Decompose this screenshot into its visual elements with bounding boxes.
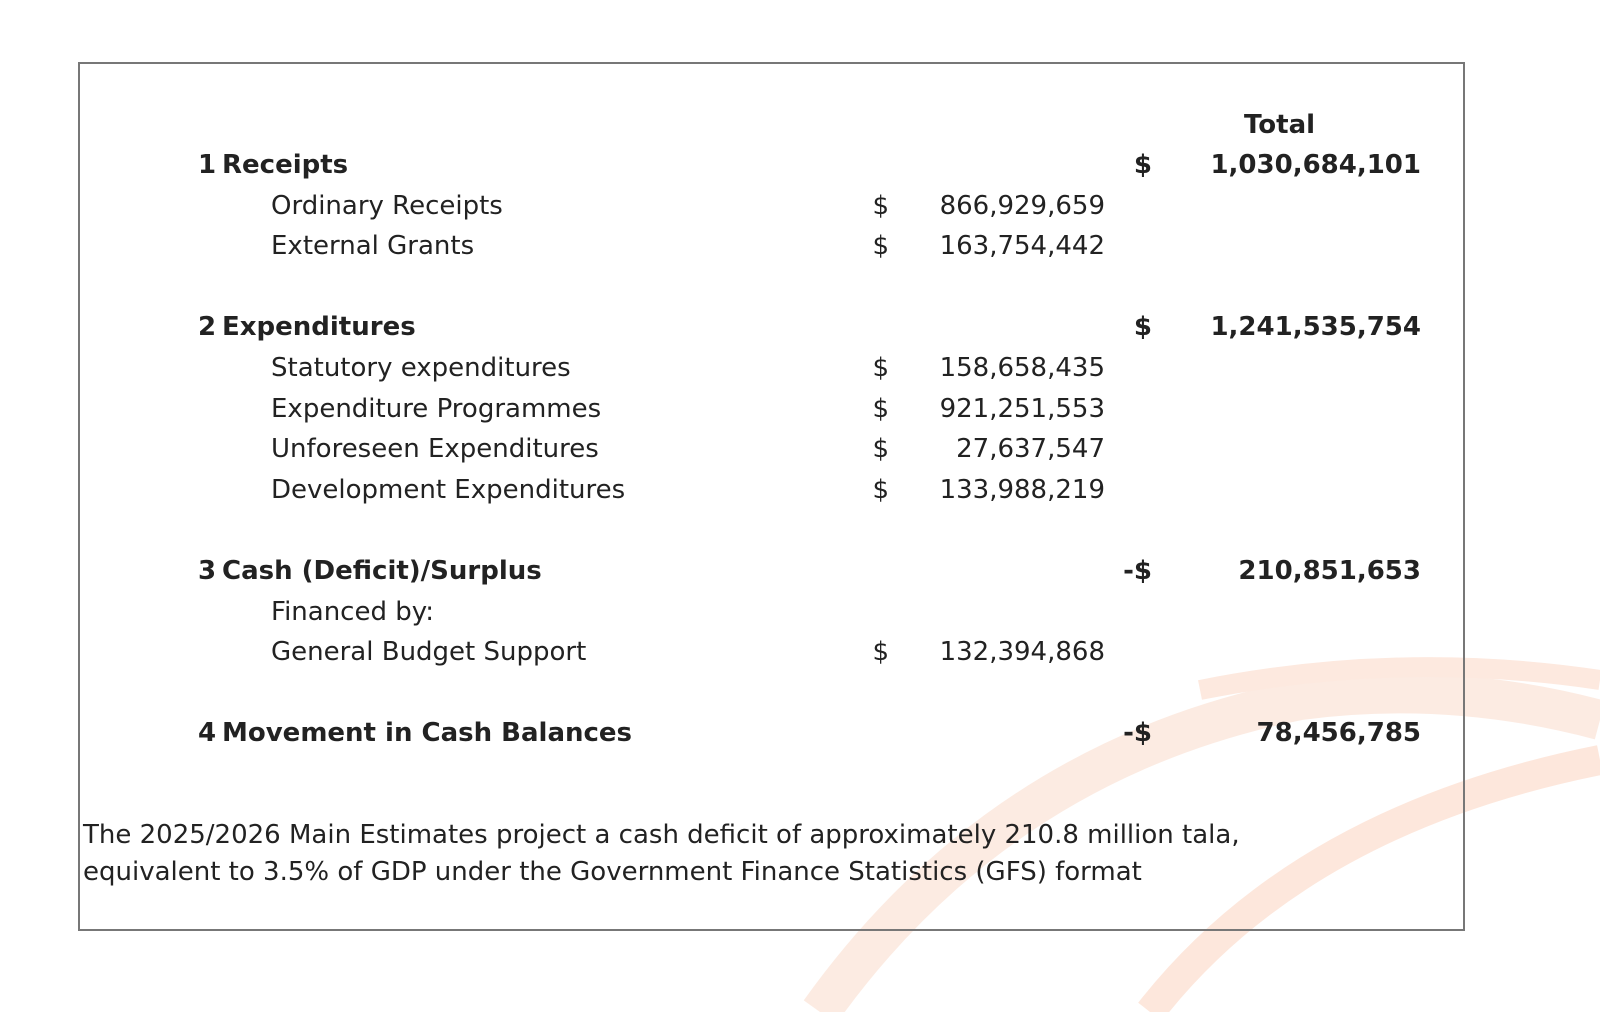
section-currency: $ <box>1133 150 1152 180</box>
item-label: Statutory expenditures <box>271 353 571 383</box>
item-amount: 866,929,659 <box>939 190 1105 221</box>
section-currency: $ <box>1133 312 1152 343</box>
item-currency: $ <box>872 474 889 505</box>
section-number: 2 <box>198 312 217 343</box>
item-amount: 133,988,219 <box>939 474 1105 505</box>
section-number: 1 <box>198 150 217 180</box>
item-label: Ordinary Receipts <box>271 190 503 221</box>
section-title: Cash (Deficit)/Surplus <box>222 556 542 586</box>
section-title: Expenditures <box>222 312 416 343</box>
item-label: Financed by: <box>271 596 434 627</box>
item-amount: 132,394,868 <box>939 637 1105 668</box>
header: Total <box>1244 110 1316 140</box>
item-amount: 921,251,553 <box>939 393 1105 424</box>
section-currency: -$ <box>1123 718 1152 749</box>
section-number: 4 <box>198 718 217 749</box>
section-total: 1,030,684,101 <box>1210 150 1421 180</box>
item-label: General Budget Support <box>271 637 587 668</box>
item-label: Expenditure Programmes <box>271 393 602 424</box>
item-amount: 27,637,547 <box>956 434 1105 465</box>
item-label: External Grants <box>271 231 475 262</box>
item-currency: $ <box>872 637 889 668</box>
item-amount: 158,658,435 <box>939 353 1105 383</box>
section-number: 3 <box>198 556 217 586</box>
item-amount: 163,754,442 <box>939 231 1105 262</box>
section-title: Receipts <box>222 150 349 180</box>
item-currency: $ <box>872 393 889 424</box>
section-total: 1,241,535,754 <box>1210 312 1421 343</box>
section-total: 210,851,653 <box>1238 556 1421 586</box>
item-currency: $ <box>872 231 889 262</box>
section-currency: -$ <box>1123 556 1152 586</box>
item-currency: $ <box>872 353 889 383</box>
note-line: equivalent to 3.5% of GDP under the Gove… <box>83 857 1142 887</box>
section-total: 78,456,785 <box>1256 718 1421 749</box>
item-label: Unforeseen Expenditures <box>271 434 599 465</box>
note-line: The 2025/2026 Main Estimates project a c… <box>83 820 1240 850</box>
item-currency: $ <box>872 190 889 221</box>
item-currency: $ <box>872 434 889 465</box>
section-title: Movement in Cash Balances <box>222 718 633 749</box>
item-label: Development Expenditures <box>271 474 626 505</box>
table-frame <box>78 62 1465 931</box>
